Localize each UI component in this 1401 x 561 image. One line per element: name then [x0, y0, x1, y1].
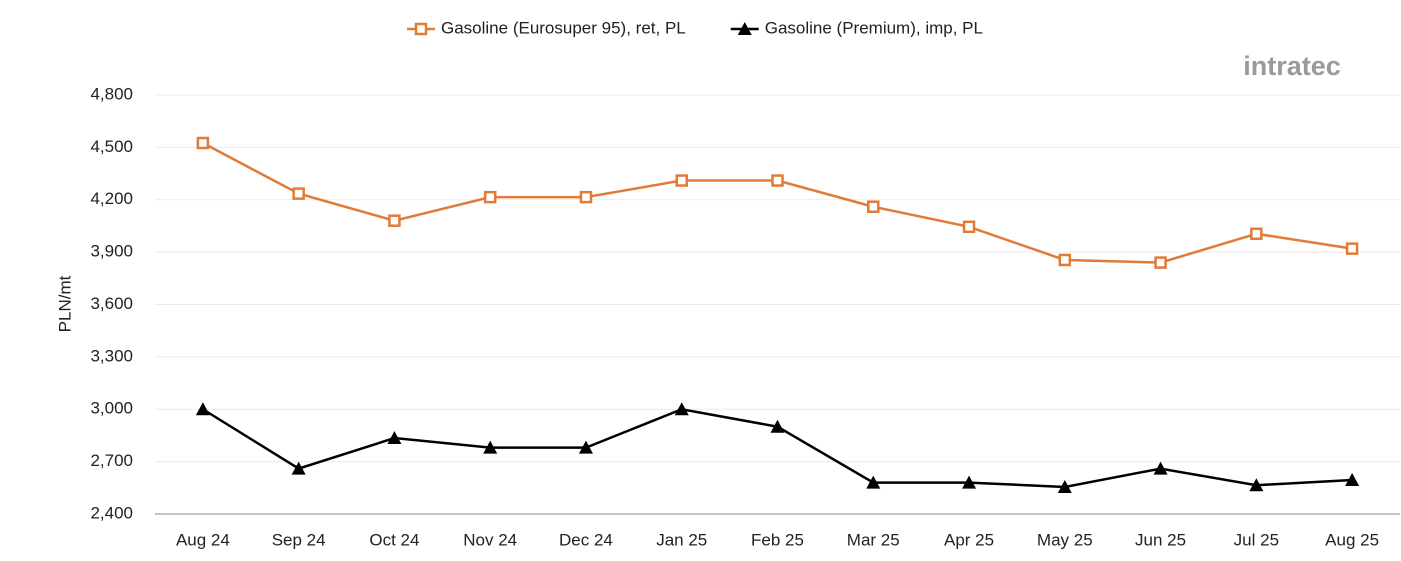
x-tick-label: Mar 25 — [847, 530, 900, 549]
legend-marker — [414, 22, 428, 36]
series-line — [202, 141, 1353, 264]
x-tick-label: May 25 — [1037, 530, 1093, 549]
data-point — [483, 190, 497, 204]
x-tick-label: Sep 24 — [272, 530, 326, 549]
y-tick-label: 3,300 — [90, 346, 133, 365]
data-point — [771, 174, 784, 187]
x-tick-label: Feb 25 — [751, 530, 804, 549]
x-tick-label: Jun 25 — [1135, 530, 1186, 549]
x-tick-label: Jul 25 — [1234, 530, 1279, 549]
data-point — [1345, 472, 1360, 486]
data-point — [388, 214, 401, 227]
data-point — [387, 431, 402, 445]
data-point — [196, 136, 210, 150]
x-tick-label: Nov 24 — [463, 530, 517, 549]
data-point — [292, 187, 305, 200]
y-tick-label: 3,600 — [90, 294, 133, 313]
x-tick-label: Dec 24 — [559, 530, 613, 549]
y-tick-label: 3,000 — [90, 399, 133, 418]
data-point — [1249, 478, 1264, 492]
data-point — [866, 475, 881, 489]
data-point — [195, 402, 210, 416]
legend-label: Gasoline (Eurosuper 95), ret, PL — [441, 18, 686, 37]
data-point — [962, 475, 977, 489]
legend-label: Gasoline (Premium), imp, PL — [765, 18, 983, 37]
y-tick-label: 3,900 — [90, 242, 133, 261]
data-point — [675, 174, 688, 187]
y-tick-label: 4,200 — [90, 189, 133, 208]
data-point — [483, 440, 498, 454]
data-point — [1058, 253, 1072, 267]
logo: intratec — [1243, 51, 1341, 81]
data-point — [1153, 461, 1168, 475]
data-point — [1154, 256, 1167, 269]
y-tick-label: 4,500 — [90, 137, 133, 156]
x-tick-label: Jan 25 — [656, 530, 707, 549]
legend-marker — [737, 22, 752, 35]
y-axis-label: PLN/mt — [55, 275, 74, 332]
data-point — [579, 190, 593, 204]
y-tick-label: 2,700 — [90, 451, 133, 470]
y-tick-label: 4,800 — [90, 84, 133, 103]
x-tick-label: Apr 25 — [944, 530, 994, 549]
x-tick-label: Aug 25 — [1325, 530, 1379, 549]
data-point — [1057, 479, 1072, 493]
data-point — [578, 440, 593, 454]
data-point — [867, 200, 880, 213]
data-point — [770, 419, 785, 433]
data-point — [1345, 242, 1359, 255]
y-tick-label: 2,400 — [90, 503, 133, 522]
data-point — [674, 402, 689, 416]
x-tick-label: Oct 24 — [369, 530, 419, 549]
data-point — [291, 461, 306, 475]
x-tick-label: Aug 24 — [176, 530, 230, 549]
data-point — [1250, 227, 1263, 241]
data-point — [962, 220, 976, 234]
